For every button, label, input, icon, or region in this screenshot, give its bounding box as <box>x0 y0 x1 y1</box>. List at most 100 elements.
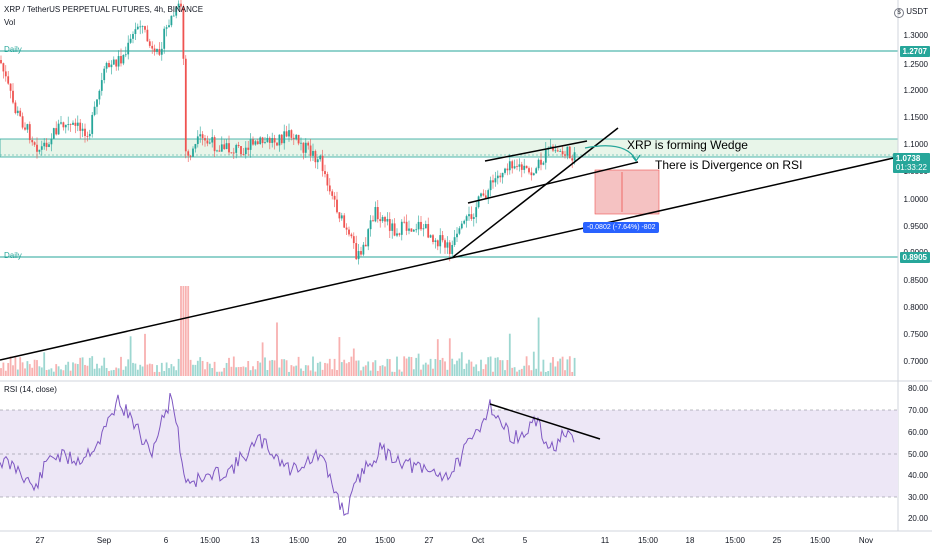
candle-body <box>492 180 494 183</box>
volume-bar <box>163 370 166 376</box>
volume-bar <box>136 369 139 376</box>
volume-bar <box>0 368 2 376</box>
volume-bar <box>436 339 439 376</box>
volume-bar <box>434 359 437 376</box>
volume-bar <box>448 338 451 376</box>
candle-body <box>302 142 305 153</box>
candle-body <box>477 196 480 208</box>
volume-bar <box>302 370 305 376</box>
volume-bar <box>134 363 137 376</box>
wedge-lower-steep <box>452 127 619 258</box>
daily-high-label: Daily <box>4 45 22 54</box>
divergence-annotation[interactable]: There is Divergence on RSI <box>655 158 803 172</box>
volume-bar <box>98 368 101 376</box>
symbol-title[interactable]: XRP / TetherUS PERPETUAL FUTURES, 4h, BI… <box>4 5 204 14</box>
volume-bar <box>129 336 132 376</box>
volume-bar <box>208 363 211 376</box>
daily-high-tag[interactable]: 1.2707 <box>899 46 930 57</box>
measure-label[interactable]: -0.0802 (-7.64%) -802 <box>583 222 660 233</box>
candle-body <box>199 134 202 137</box>
volume-bar <box>295 365 298 376</box>
volume-bar <box>444 361 446 376</box>
candle-body <box>192 148 194 157</box>
volume-bar <box>228 357 230 376</box>
candle-body <box>564 154 566 156</box>
candle-body <box>2 63 5 72</box>
volume-bar <box>240 366 242 376</box>
candle-body <box>508 161 511 171</box>
volume-bar <box>456 360 458 376</box>
current-price-tag[interactable]: 1.0738 01:33:22 <box>892 153 930 173</box>
candle-body <box>427 224 430 238</box>
candle-body <box>232 152 235 154</box>
volume-bar <box>266 370 269 376</box>
volume-bar <box>352 348 355 376</box>
volume-label[interactable]: Vol <box>4 18 16 27</box>
candle-body <box>45 142 48 147</box>
volume-bar <box>446 369 449 376</box>
volume-bar <box>487 357 490 376</box>
candle-body <box>100 80 103 91</box>
time-tick: 15:00 <box>374 536 396 545</box>
volume-bar <box>259 362 262 376</box>
volume-bar <box>69 370 72 376</box>
candle-body <box>196 136 199 145</box>
candle-body <box>55 128 58 135</box>
candle-body <box>206 140 209 144</box>
volume-bar <box>84 364 86 376</box>
candle-body <box>127 42 130 55</box>
volume-bar <box>360 370 362 376</box>
candle-body <box>148 41 151 46</box>
volume-bar <box>261 342 264 376</box>
candle-body <box>415 229 418 231</box>
candle-body <box>175 7 178 16</box>
candle-body <box>559 151 562 152</box>
volume-bar <box>304 365 307 376</box>
candle-body <box>230 152 233 154</box>
volume-bar <box>314 371 317 376</box>
volume-bar <box>36 360 38 376</box>
volume-bar <box>160 362 163 376</box>
volume-bar <box>288 371 290 376</box>
volume-bar <box>31 367 34 376</box>
volume-bar <box>184 286 187 376</box>
price-tick: 1.1500 <box>903 113 928 122</box>
volume-bar <box>367 361 370 376</box>
time-tick: 27 <box>424 536 434 545</box>
volume-bar <box>376 370 379 376</box>
time-tick: 15:00 <box>288 536 310 545</box>
candle-body <box>69 124 72 125</box>
candle-body <box>429 235 432 238</box>
volume-bar <box>112 369 115 376</box>
volume-bar <box>398 369 401 376</box>
volume-bar <box>506 360 509 376</box>
volume-bar <box>285 360 288 376</box>
volume-bar <box>482 369 485 376</box>
candle-body <box>7 76 10 84</box>
candle-body <box>444 240 446 248</box>
volume-bar <box>333 358 336 376</box>
volume-bar <box>460 352 463 376</box>
candle-body <box>110 64 113 68</box>
volume-bar <box>146 364 149 376</box>
rsi-label[interactable]: RSI (14, close) <box>4 385 57 394</box>
currency-label[interactable]: $ USDT <box>893 7 928 18</box>
volume-bar <box>321 369 324 376</box>
candle-body <box>14 102 17 114</box>
candle-body <box>278 134 281 146</box>
volume-bar <box>276 322 278 376</box>
volume-bar <box>316 362 319 376</box>
candle-body <box>331 191 334 196</box>
volume-bar <box>223 367 226 376</box>
candle-body <box>280 134 283 144</box>
candle-body <box>290 130 293 138</box>
candle-body <box>470 214 473 219</box>
candle-body <box>297 134 300 144</box>
daily-low-tag[interactable]: 0.8905 <box>899 252 930 263</box>
time-tick: 15:00 <box>199 536 221 545</box>
candle-body <box>410 228 413 232</box>
wedge-annotation[interactable]: XRP is forming Wedge <box>627 138 748 152</box>
volume-bar <box>400 371 403 376</box>
volume-bar <box>67 361 70 376</box>
